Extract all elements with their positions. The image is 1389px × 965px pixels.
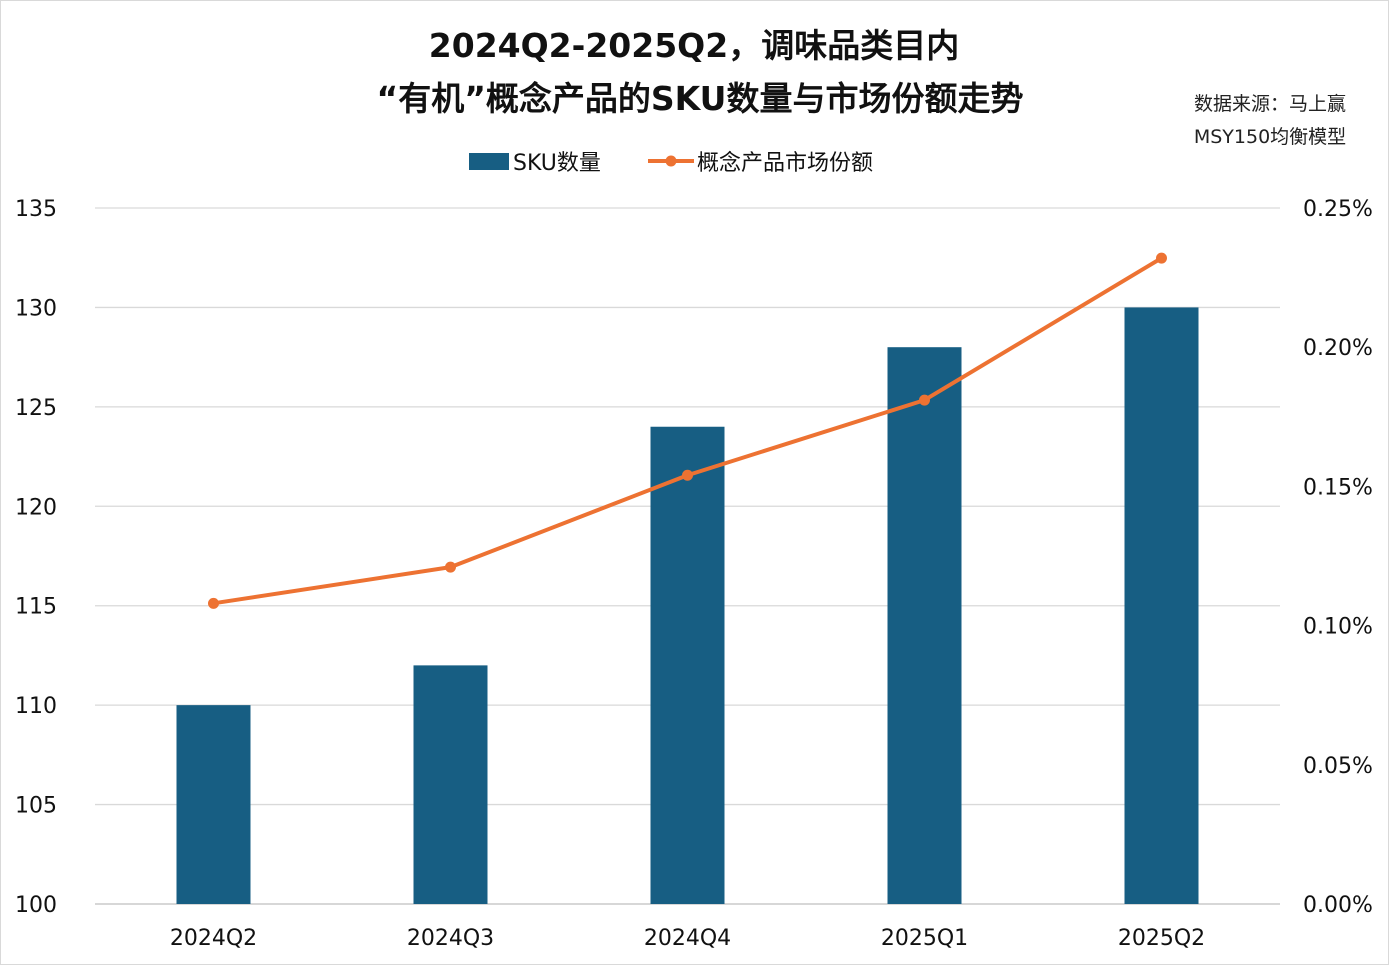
legend-label-sku: SKU数量 xyxy=(513,151,601,176)
x-tick-label: 2024Q3 xyxy=(407,926,494,951)
right-tick-label: 0.20% xyxy=(1303,336,1373,361)
source-note: MSY150均衡模型 xyxy=(1194,126,1346,148)
legend-marker-share xyxy=(665,155,677,167)
left-tick-label: 120 xyxy=(15,495,57,520)
left-tick-label: 105 xyxy=(15,794,57,819)
share-point-2025Q1 xyxy=(919,394,930,406)
bar-2024Q2 xyxy=(176,705,251,904)
chart-title-line: 2024Q2-2025Q2，调味品类目内 xyxy=(429,26,959,65)
share-point-2024Q3 xyxy=(445,561,456,573)
right-tick-label: 0.25% xyxy=(1303,197,1373,222)
source-note: 数据来源：马上赢 xyxy=(1194,93,1346,115)
left-tick-label: 110 xyxy=(15,694,57,719)
right-tick-label: 0.15% xyxy=(1303,475,1373,500)
bar-2024Q3 xyxy=(413,665,488,904)
x-tick-label: 2025Q2 xyxy=(1118,926,1205,951)
left-tick-label: 130 xyxy=(15,296,57,321)
left-tick-label: 125 xyxy=(15,396,57,421)
share-point-2024Q4 xyxy=(682,469,693,481)
bar-2025Q1 xyxy=(887,347,962,904)
x-tick-label: 2024Q4 xyxy=(644,926,731,951)
left-tick-label: 135 xyxy=(15,197,57,222)
legend-label-share: 概念产品市场份额 xyxy=(697,151,873,176)
right-tick-label: 0.10% xyxy=(1303,615,1373,640)
right-tick-label: 0.00% xyxy=(1303,893,1373,918)
chart-title-line: “有机”概念产品的SKU数量与市场份额走势 xyxy=(377,79,1024,118)
legend-swatch-sku xyxy=(469,153,509,170)
x-tick-label: 2025Q1 xyxy=(881,926,968,951)
share-point-2024Q2 xyxy=(208,597,219,609)
bar-2025Q2 xyxy=(1124,307,1199,904)
left-tick-label: 115 xyxy=(15,595,57,620)
x-tick-label: 2024Q2 xyxy=(170,926,257,951)
right-tick-label: 0.05% xyxy=(1303,754,1373,779)
bar-2024Q4 xyxy=(650,426,725,904)
share-point-2025Q2 xyxy=(1156,252,1167,264)
left-tick-label: 100 xyxy=(15,893,57,918)
